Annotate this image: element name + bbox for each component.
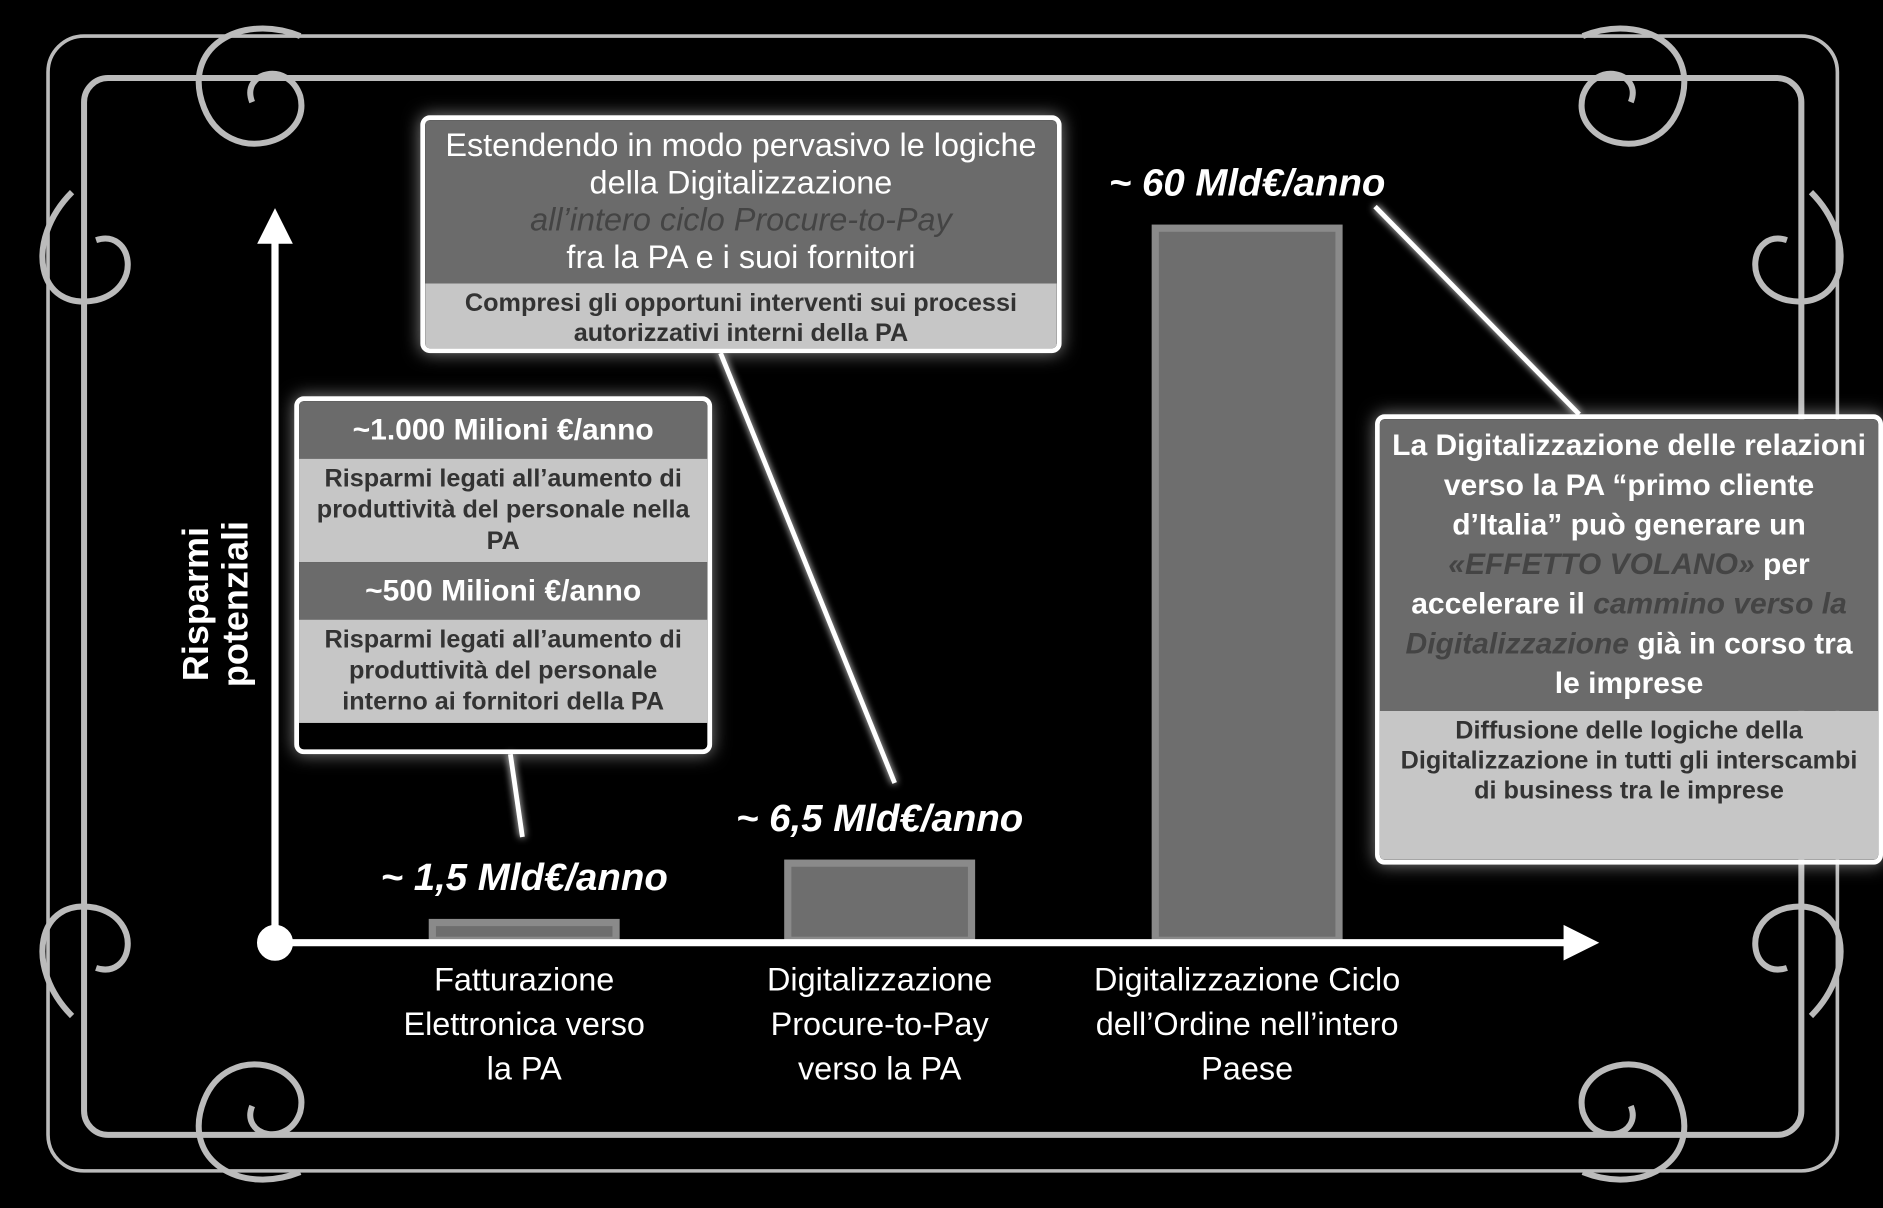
origin	[256, 924, 294, 961]
x-tick-label: Fatturazione Elettronica verso la PA	[403, 961, 645, 1087]
bar	[784, 859, 976, 944]
callout-text: per accelerare il	[1411, 547, 1810, 621]
bar	[428, 918, 620, 944]
callout-note: Diffusione delle logiche della Digitaliz…	[1379, 710, 1879, 860]
y-axis-arrow	[257, 208, 293, 244]
callout: Estendendo in modo pervasivo le logiche …	[420, 115, 1062, 354]
callout: La Digitalizzazione delle relazioni vers…	[1375, 414, 1883, 865]
callout-note: Compresi gli opportuni interventi sui pr…	[425, 283, 1057, 349]
value-label: ~ 60 Mld€/anno	[1108, 160, 1386, 205]
callout-text: Risparmi legati all’aumento di produttiv…	[299, 619, 708, 723]
axes	[256, 208, 1600, 961]
callout-main: La Digitalizzazione delle relazioni vers…	[1379, 419, 1879, 711]
callout-main: Estendendo in modo pervasivo le logiche …	[425, 120, 1057, 284]
x-axis-arrow	[1563, 924, 1600, 961]
connector	[1373, 204, 1581, 416]
callout-text: già in corso tra le imprese	[1554, 626, 1853, 701]
callout-text: cammino verso la Digitalizzazione	[1405, 587, 1847, 661]
connector	[718, 352, 897, 784]
bar	[1151, 224, 1343, 944]
callout-text: all’intero ciclo Procure-to-Pay	[530, 201, 952, 238]
callout-text: fra la PA e i suoi fornitori	[566, 238, 916, 276]
callout-heading: ~1.000 Milioni €/anno	[299, 401, 708, 459]
connector	[508, 753, 525, 838]
callout-text: Estendendo in modo pervasivo le logiche …	[445, 127, 1037, 201]
value-label: ~ 1,5 Mld€/anno	[380, 855, 668, 899]
y-axis-label: Risparmi potenziali	[176, 520, 256, 688]
callout-text: La Digitalizzazione delle relazioni vers…	[1392, 428, 1866, 542]
callout: ~1.000 Milioni €/anno Risparmi legati all…	[294, 396, 713, 755]
connectors	[508, 204, 1581, 838]
callout-heading: ~500 Milioni €/anno	[299, 562, 708, 620]
callout-text: Risparmi legati all’aumento di produttiv…	[299, 458, 708, 563]
x-tick-label: Digitalizzazione Procure-to-Pay verso la…	[767, 961, 993, 1087]
callout-text: «EFFETTO VOLANO»	[1448, 547, 1755, 582]
value-label: ~ 6,5 Mld€/anno	[736, 795, 1024, 840]
x-tick-label: Digitalizzazione Ciclo dell’Ordine nell’…	[1093, 961, 1401, 1087]
